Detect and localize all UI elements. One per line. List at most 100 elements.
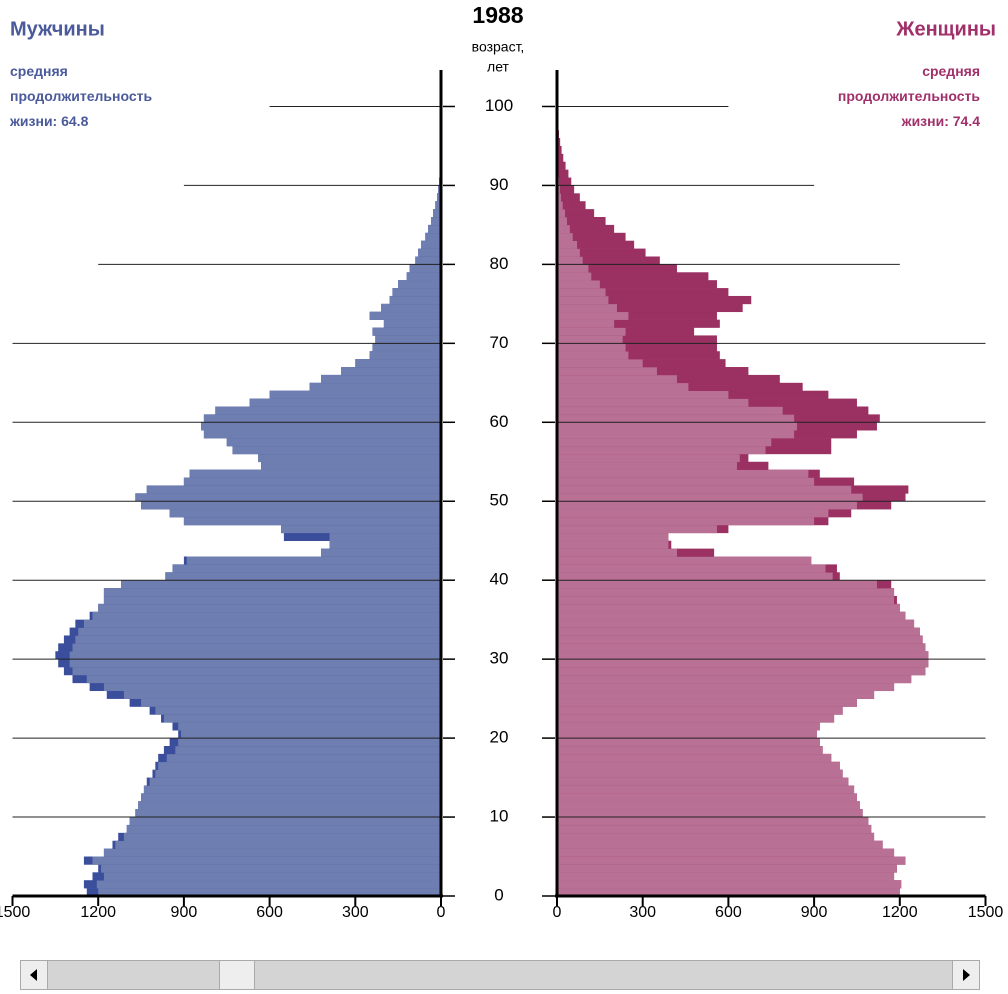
bar-overlap xyxy=(92,612,441,620)
y-tick-label: 20 xyxy=(490,728,509,747)
bar-overlap xyxy=(557,320,614,328)
bar-overlap xyxy=(557,541,668,549)
bar-overlap xyxy=(138,801,441,809)
bar-overlap xyxy=(281,525,441,533)
bar-overlap xyxy=(398,280,441,288)
bar-overlap xyxy=(557,557,811,565)
bar-overlap xyxy=(104,683,441,691)
y-axis-label: лет xyxy=(487,59,509,75)
x-tick-label: 1200 xyxy=(882,904,918,921)
y-axis-label: возраст, xyxy=(472,39,525,55)
bar-overlap xyxy=(204,430,441,438)
scroll-right[interactable] xyxy=(952,961,979,989)
bar-overlap xyxy=(418,249,441,257)
bar-overlap xyxy=(557,525,717,533)
bar-overlap xyxy=(127,825,441,833)
bar-overlap xyxy=(557,801,860,809)
scroll-left[interactable] xyxy=(21,961,48,989)
bar-overlap xyxy=(557,549,677,557)
bar-overlap xyxy=(184,517,441,525)
bar-overlap xyxy=(557,438,771,446)
bar-overlap xyxy=(557,754,831,762)
bar-overlap xyxy=(135,809,441,817)
bar-overlap xyxy=(557,770,843,778)
bar-overlap xyxy=(557,580,877,588)
legend-men: Мужчины xyxy=(10,18,105,40)
bar-overlap xyxy=(104,872,441,880)
bar-overlap xyxy=(557,635,923,643)
bar-overlap xyxy=(98,604,441,612)
bar-overlap xyxy=(175,746,441,754)
bar-overlap xyxy=(557,659,928,667)
bar-overlap xyxy=(164,714,441,722)
bar-overlap xyxy=(557,857,906,865)
bar-overlap xyxy=(557,746,823,754)
bar-overlap xyxy=(372,328,441,336)
bar-overlap xyxy=(557,249,580,257)
bar-overlap xyxy=(557,399,748,407)
bar-overlap xyxy=(557,485,851,493)
x-tick-label: 1500 xyxy=(968,904,1004,921)
bar-overlap xyxy=(557,809,863,817)
bar-overlap xyxy=(410,264,441,272)
bar-overlap xyxy=(97,880,441,888)
bar-overlap xyxy=(557,762,840,770)
chart: 1988 возраст, лет Мужчины Женщины средня… xyxy=(0,0,1008,955)
bar-overlap xyxy=(557,391,728,399)
bar-overlap xyxy=(557,612,906,620)
bar-overlap xyxy=(557,691,874,699)
x-tick-label: 1500 xyxy=(0,904,30,921)
bar-overlap xyxy=(184,478,441,486)
bar-overlap xyxy=(415,256,441,264)
bar-overlap xyxy=(557,430,794,438)
arrow-left xyxy=(21,961,47,989)
bar-overlap xyxy=(155,707,441,715)
bar-overlap xyxy=(124,833,441,841)
bar-overlap xyxy=(557,667,926,675)
bar-overlap xyxy=(557,414,794,422)
bar-overlap xyxy=(187,557,441,565)
bar-overlap xyxy=(557,817,868,825)
legend-women: Женщины xyxy=(895,18,996,40)
bar-overlap xyxy=(557,375,677,383)
bar-overlap xyxy=(557,675,911,683)
bar-overlap xyxy=(557,604,900,612)
scroll-thumb[interactable] xyxy=(219,961,255,989)
bar-overlap xyxy=(370,312,441,320)
bar-overlap xyxy=(557,328,626,336)
bar-overlap xyxy=(407,272,441,280)
bar-overlap xyxy=(557,312,628,320)
bar-overlap xyxy=(557,367,657,375)
bar-overlap xyxy=(557,572,833,580)
x-tick-label: 0 xyxy=(437,904,446,921)
x-tick-label: 600 xyxy=(715,904,742,921)
bar-overlap xyxy=(141,793,441,801)
bar-overlap xyxy=(310,383,441,391)
bar-overlap xyxy=(261,462,441,470)
bar-overlap xyxy=(321,549,441,557)
scrollbar[interactable] xyxy=(20,960,980,990)
bar-overlap xyxy=(557,470,808,478)
bar-overlap xyxy=(557,833,874,841)
y-tick-label: 0 xyxy=(494,885,503,904)
bar-overlap xyxy=(557,272,591,280)
bar-overlap xyxy=(557,256,583,264)
bar-overlap xyxy=(557,280,600,288)
bar-overlap xyxy=(557,849,894,857)
bar-overlap xyxy=(557,864,897,872)
bar-overlap xyxy=(250,399,441,407)
bar-overlap xyxy=(557,738,820,746)
bar-overlap xyxy=(557,699,857,707)
bar-overlap xyxy=(178,722,441,730)
bar-overlap xyxy=(392,288,441,296)
y-tick-label: 10 xyxy=(490,807,509,826)
bar-overlap xyxy=(104,588,441,596)
bar-overlap xyxy=(158,762,441,770)
bar-overlap xyxy=(370,351,441,359)
bar-overlap xyxy=(425,233,441,241)
bar-overlap xyxy=(330,541,441,549)
bar-overlap xyxy=(141,699,441,707)
bar-overlap xyxy=(557,588,894,596)
x-tick-label: 0 xyxy=(553,904,562,921)
